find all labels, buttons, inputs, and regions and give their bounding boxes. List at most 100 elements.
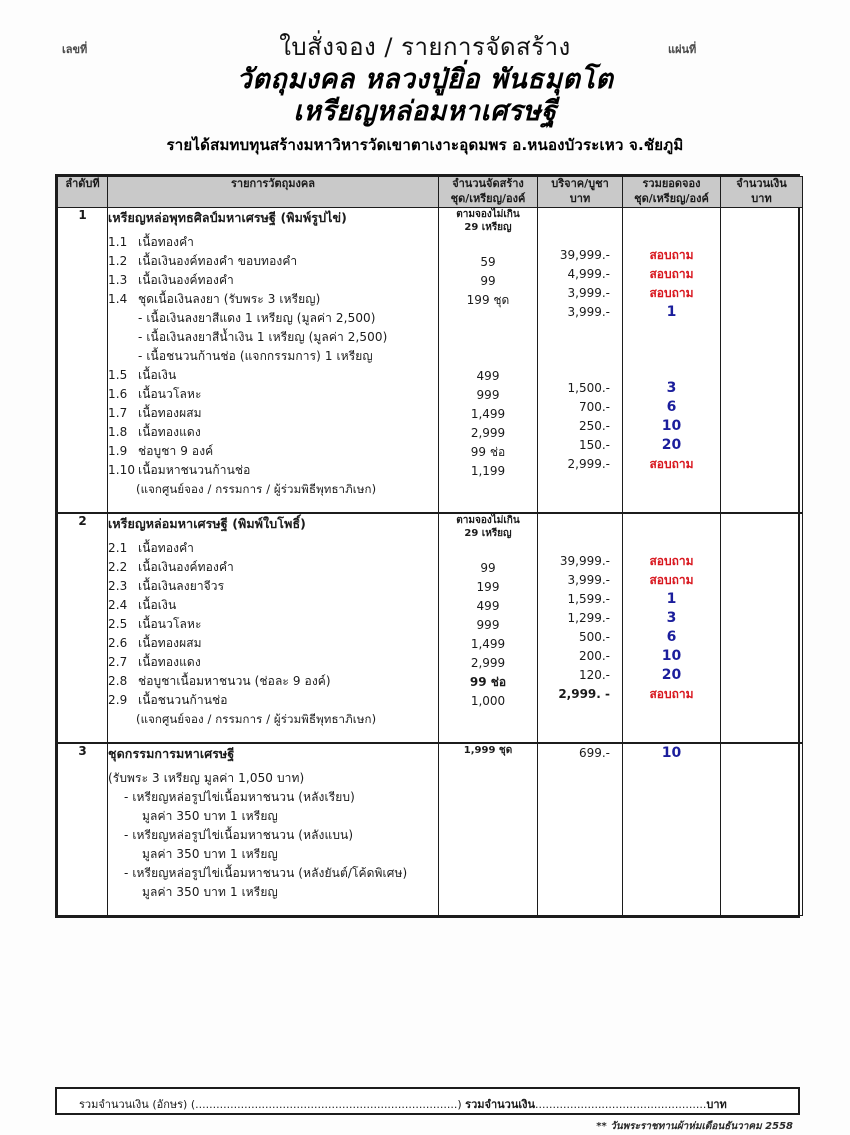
item-label: เนื้อเงิน [138,367,177,382]
donation-price-cell: 39,999.- 4,999.- 3,999.- 3,999.- 1,500.- 700… [537,206,623,514]
item-label: เนื้อทองคำ [138,540,194,555]
quantity-head-line: 29 เหรียญ [464,527,512,539]
quantity-made-value [439,711,537,730]
total-in-words-blank[interactable]: ........................................… [195,1098,458,1111]
total-amount-blank[interactable]: ........................................… [535,1098,707,1111]
document-number-label: เลขที่ [62,43,88,56]
item-label: เนื้อทองผสม [138,635,202,650]
item-label: มูลค่า 350 บาท 1 เหรียญ [142,884,278,899]
quantity-made-value [439,814,537,833]
item-label: เนื้อทองคำ [138,234,194,249]
item-line: 1.10 เนื้อมหาชนวนก้านช่อ [108,461,438,480]
quantity-made-cell: ตามจองไม่เกิน 29 เหรียญ 59 99 199 ชุด 499 99… [438,206,538,514]
item-number: 1.8 [108,424,128,439]
section-title: เหรียญหล่อพุทธศิลป์มหาเศรษฐี (พิมพ์รูปไข… [108,209,347,225]
item-line: (แจกศูนย์จอง / กรรมการ / ผู้ร่วมพิธีพุทธ… [108,710,438,729]
total-booked-value [623,896,720,915]
document-footnote: ** วันพระราชทานผ้าห่มเดือนธันวาคม 2558 [596,1121,793,1132]
quantity-made-value: 2,999 [470,425,506,440]
donation-price-value [538,820,622,839]
item-line: 1.5 เนื้อเงิน [108,366,438,385]
total-booked-value: 10 [661,417,682,434]
donation-price-value [538,474,622,493]
total-booked-cell[interactable]: สอบถาม สอบถาม 1 3 6 10 20 สอบถาม [622,511,721,744]
item-label: - เหรียญหล่อรูปไข่เนื้อมหาชนวน (หลังยันต… [124,865,408,880]
item-label: เนื้อทองแดง [138,424,201,439]
donation-price-value [538,341,622,360]
total-booked-value: สอบถาม [649,456,694,471]
section-items-cell: ชุดกรรมการมหาเศรษฐี (รับพระ 3 เหรียญ มูลค… [107,741,439,916]
item-label: เนื้อเงินองค์ทองคำ [138,559,234,574]
amount-cell[interactable] [720,511,803,744]
total-booked-value [623,782,720,801]
item-label: เนื้อเงิน [138,597,177,612]
item-label: (แจกศูนย์จอง / กรรมการ / ผู้ร่วมพิธีพุทธ… [136,711,377,726]
quantity-made-cell: 1,999 ชุด [438,741,538,916]
total-booked-value [623,474,720,493]
quantity-made-value: 499 [476,598,500,613]
total-booked-cell[interactable]: 10 [622,741,721,916]
item-label: ช่อบูชา 9 องค์ [138,443,214,458]
spacer-line [623,227,720,246]
total-booked-cell[interactable]: สอบถาม สอบถาม สอบถาม 1 3 6 10 20 สอบถาม [622,206,721,514]
item-label: มูลค่า 350 บาท 1 เหรียญ [142,808,278,823]
close-paren: ) [457,1098,462,1111]
item-line: 2.3 เนื้อเงินลงยาจีวร [108,577,438,596]
item-number: 2.7 [108,654,128,669]
quantity-made-value: 1,499 [470,636,506,651]
document-header: ใบสั่งจอง / รายการจัดสร้าง วัตถุมงคล หลว… [0,32,850,157]
item-label: ชุดเนื้อเงินลงยา (รับพระ 3 เหรียญ) [138,291,321,306]
spacer-line [439,757,537,776]
total-booked-value: 1 [666,303,677,320]
donation-price-value: 2,999.- [567,456,611,471]
order-table: ลำดับที่ รายการวัตถุมงคล จำนวนจัดสร้าง ช… [57,176,803,916]
item-line: 2.5 เนื้อนวโลหะ [108,615,438,634]
section-title: เหรียญหล่อมหาเศรษฐี (พิมพ์ใบโพธิ์) [108,515,306,531]
quantity-head-line: ตามจองไม่เกิน [456,514,520,526]
quantity-made-value: 59 [480,254,496,269]
donation-price-cell: 699.- [537,741,623,916]
item-line: - เนื้อเงินลงยาสีแดง 1 เหรียญ (มูลค่า 2,… [108,309,438,328]
donation-price-value: 120.- [578,667,610,682]
quantity-head-line: 29 เหรียญ [464,221,512,233]
donation-price-value: 3,999.- [567,572,611,587]
section-index-cell: 1 [57,206,108,514]
amount-cell[interactable] [720,206,803,514]
item-line: มูลค่า 350 บาท 1 เหรียญ [108,883,438,902]
donation-price-value: 39,999.- [559,553,610,568]
item-label: - เหรียญหล่อรูปไข่เนื้อมหาชนวน (หลังเรีย… [124,789,355,804]
item-label: เนื้อชนวนก้านช่อ [138,692,228,707]
column-header-total-booked: รวมยอดจอง ชุด/เหรียญ/องค์ [622,176,721,208]
item-number: 1.4 [108,291,128,306]
quantity-made-value: 1,499 [470,406,506,421]
quantity-made-value [439,329,537,348]
item-line: 1.6 เนื้อนวโลหะ [108,385,438,404]
total-booked-value [623,858,720,877]
amount-cell[interactable] [720,741,803,916]
item-number: 2.8 [108,673,128,688]
donation-price-value: 1,299.- [567,610,611,625]
item-label: - เหรียญหล่อรูปไข่เนื้อมหาชนวน (หลังแบน) [124,827,354,842]
item-line: 1.1 เนื้อทองคำ [108,233,438,252]
quantity-made-value [439,833,537,852]
donation-price-value [538,723,622,742]
table-row: 1 เหรียญหล่อพุทธศิลป์มหาเศรษฐี (พิมพ์รูปไ… [57,206,803,514]
section-items-cell: เหรียญหล่อพุทธศิลป์มหาเศรษฐี (พิมพ์รูปไข… [107,206,439,514]
total-booked-value: สอบถาม [649,686,694,701]
donation-price-value: 1,599.- [567,591,611,606]
item-number: 1.2 [108,253,128,268]
donation-price-value [538,360,622,379]
item-label: (รับพระ 3 เหรียญ มูลค่า 1,050 บาท) [108,770,305,785]
donation-price-value: 2,999. - [558,686,610,701]
item-number: 1.3 [108,272,128,287]
item-label: เนื้อเงินองค์ทองคำ [138,272,234,287]
item-line: 2.4 เนื้อเงิน [108,596,438,615]
item-line: 2.2 เนื้อเงินองค์ทองคำ [108,558,438,577]
item-label: เนื้อทองผสม [138,405,202,420]
table-header: ลำดับที่ รายการวัตถุมงคล จำนวนจัดสร้าง ช… [57,176,803,208]
item-label: (แจกศูนย์จอง / กรรมการ / ผู้ร่วมพิธีพุทธ… [136,481,377,496]
total-amount-footer[interactable]: รวมจำนวนเงิน (อักษร) (..................… [55,1087,800,1115]
total-booked-value [623,341,720,360]
sheet-number-label: แผ่นที่ [668,43,697,56]
